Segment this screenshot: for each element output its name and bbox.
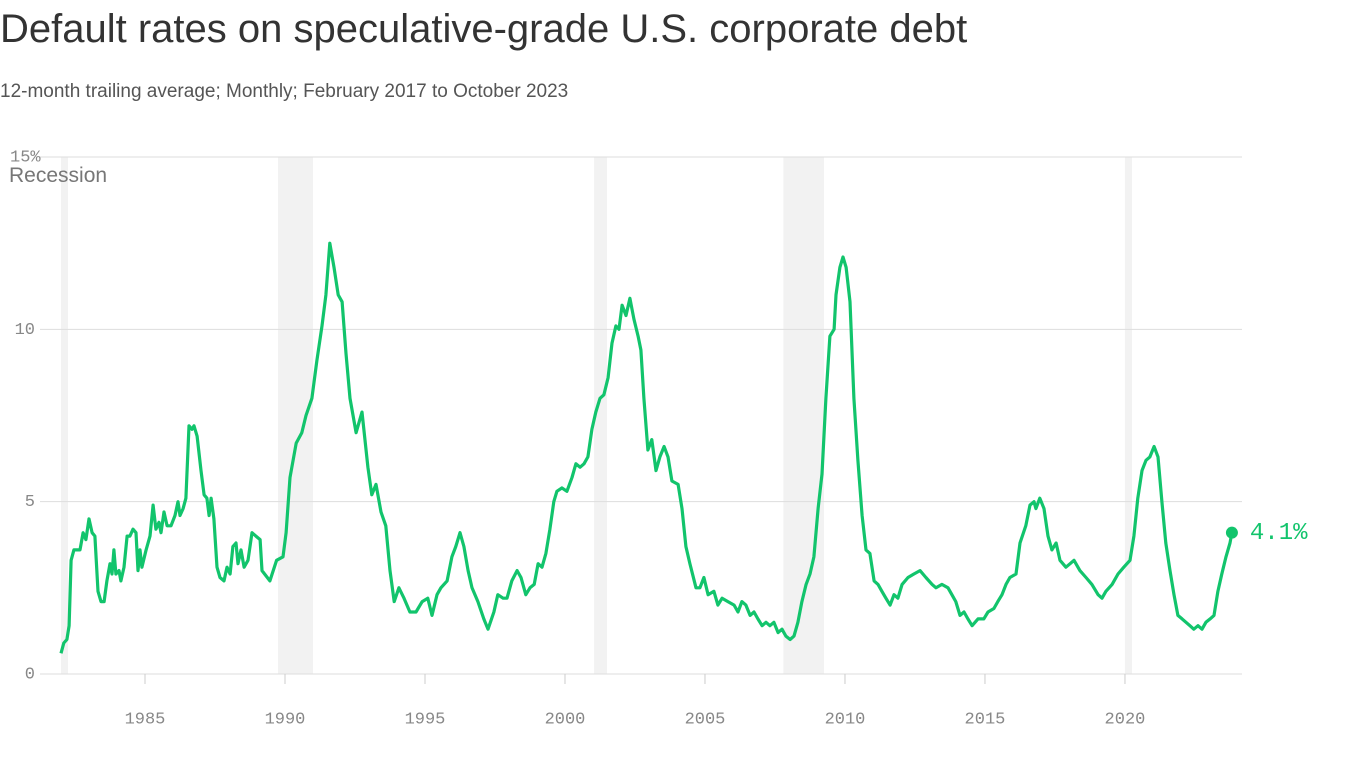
chart-subtitle: 12-month trailing average; Monthly; Febr… [0,81,568,102]
x-tick-label: 2005 [685,710,726,729]
recession-band [594,157,607,674]
x-tick-label: 2000 [545,710,586,729]
chart-title: Default rates on speculative-grade U.S. … [0,7,967,51]
y-tick-label: 5 [25,493,35,512]
end-label: 4.1% [1250,520,1308,547]
y-tick-label: 0 [25,665,35,684]
x-tick-label: 2015 [965,710,1006,729]
recession-band [1124,157,1132,674]
x-tick-label: 1990 [265,710,306,729]
y-tick-label: 10 [15,321,35,340]
recession-band [61,157,68,674]
x-tick-label: 2010 [825,710,866,729]
recession-band [277,157,313,674]
x-tick-label: 1995 [405,710,446,729]
data-line [59,241,1234,654]
x-tick-label: 1985 [125,710,166,729]
recession-label: Recession [9,164,107,187]
end-point [1225,526,1238,539]
x-tick-label: 2020 [1105,710,1146,729]
y-tick-label: 15% [10,148,41,167]
